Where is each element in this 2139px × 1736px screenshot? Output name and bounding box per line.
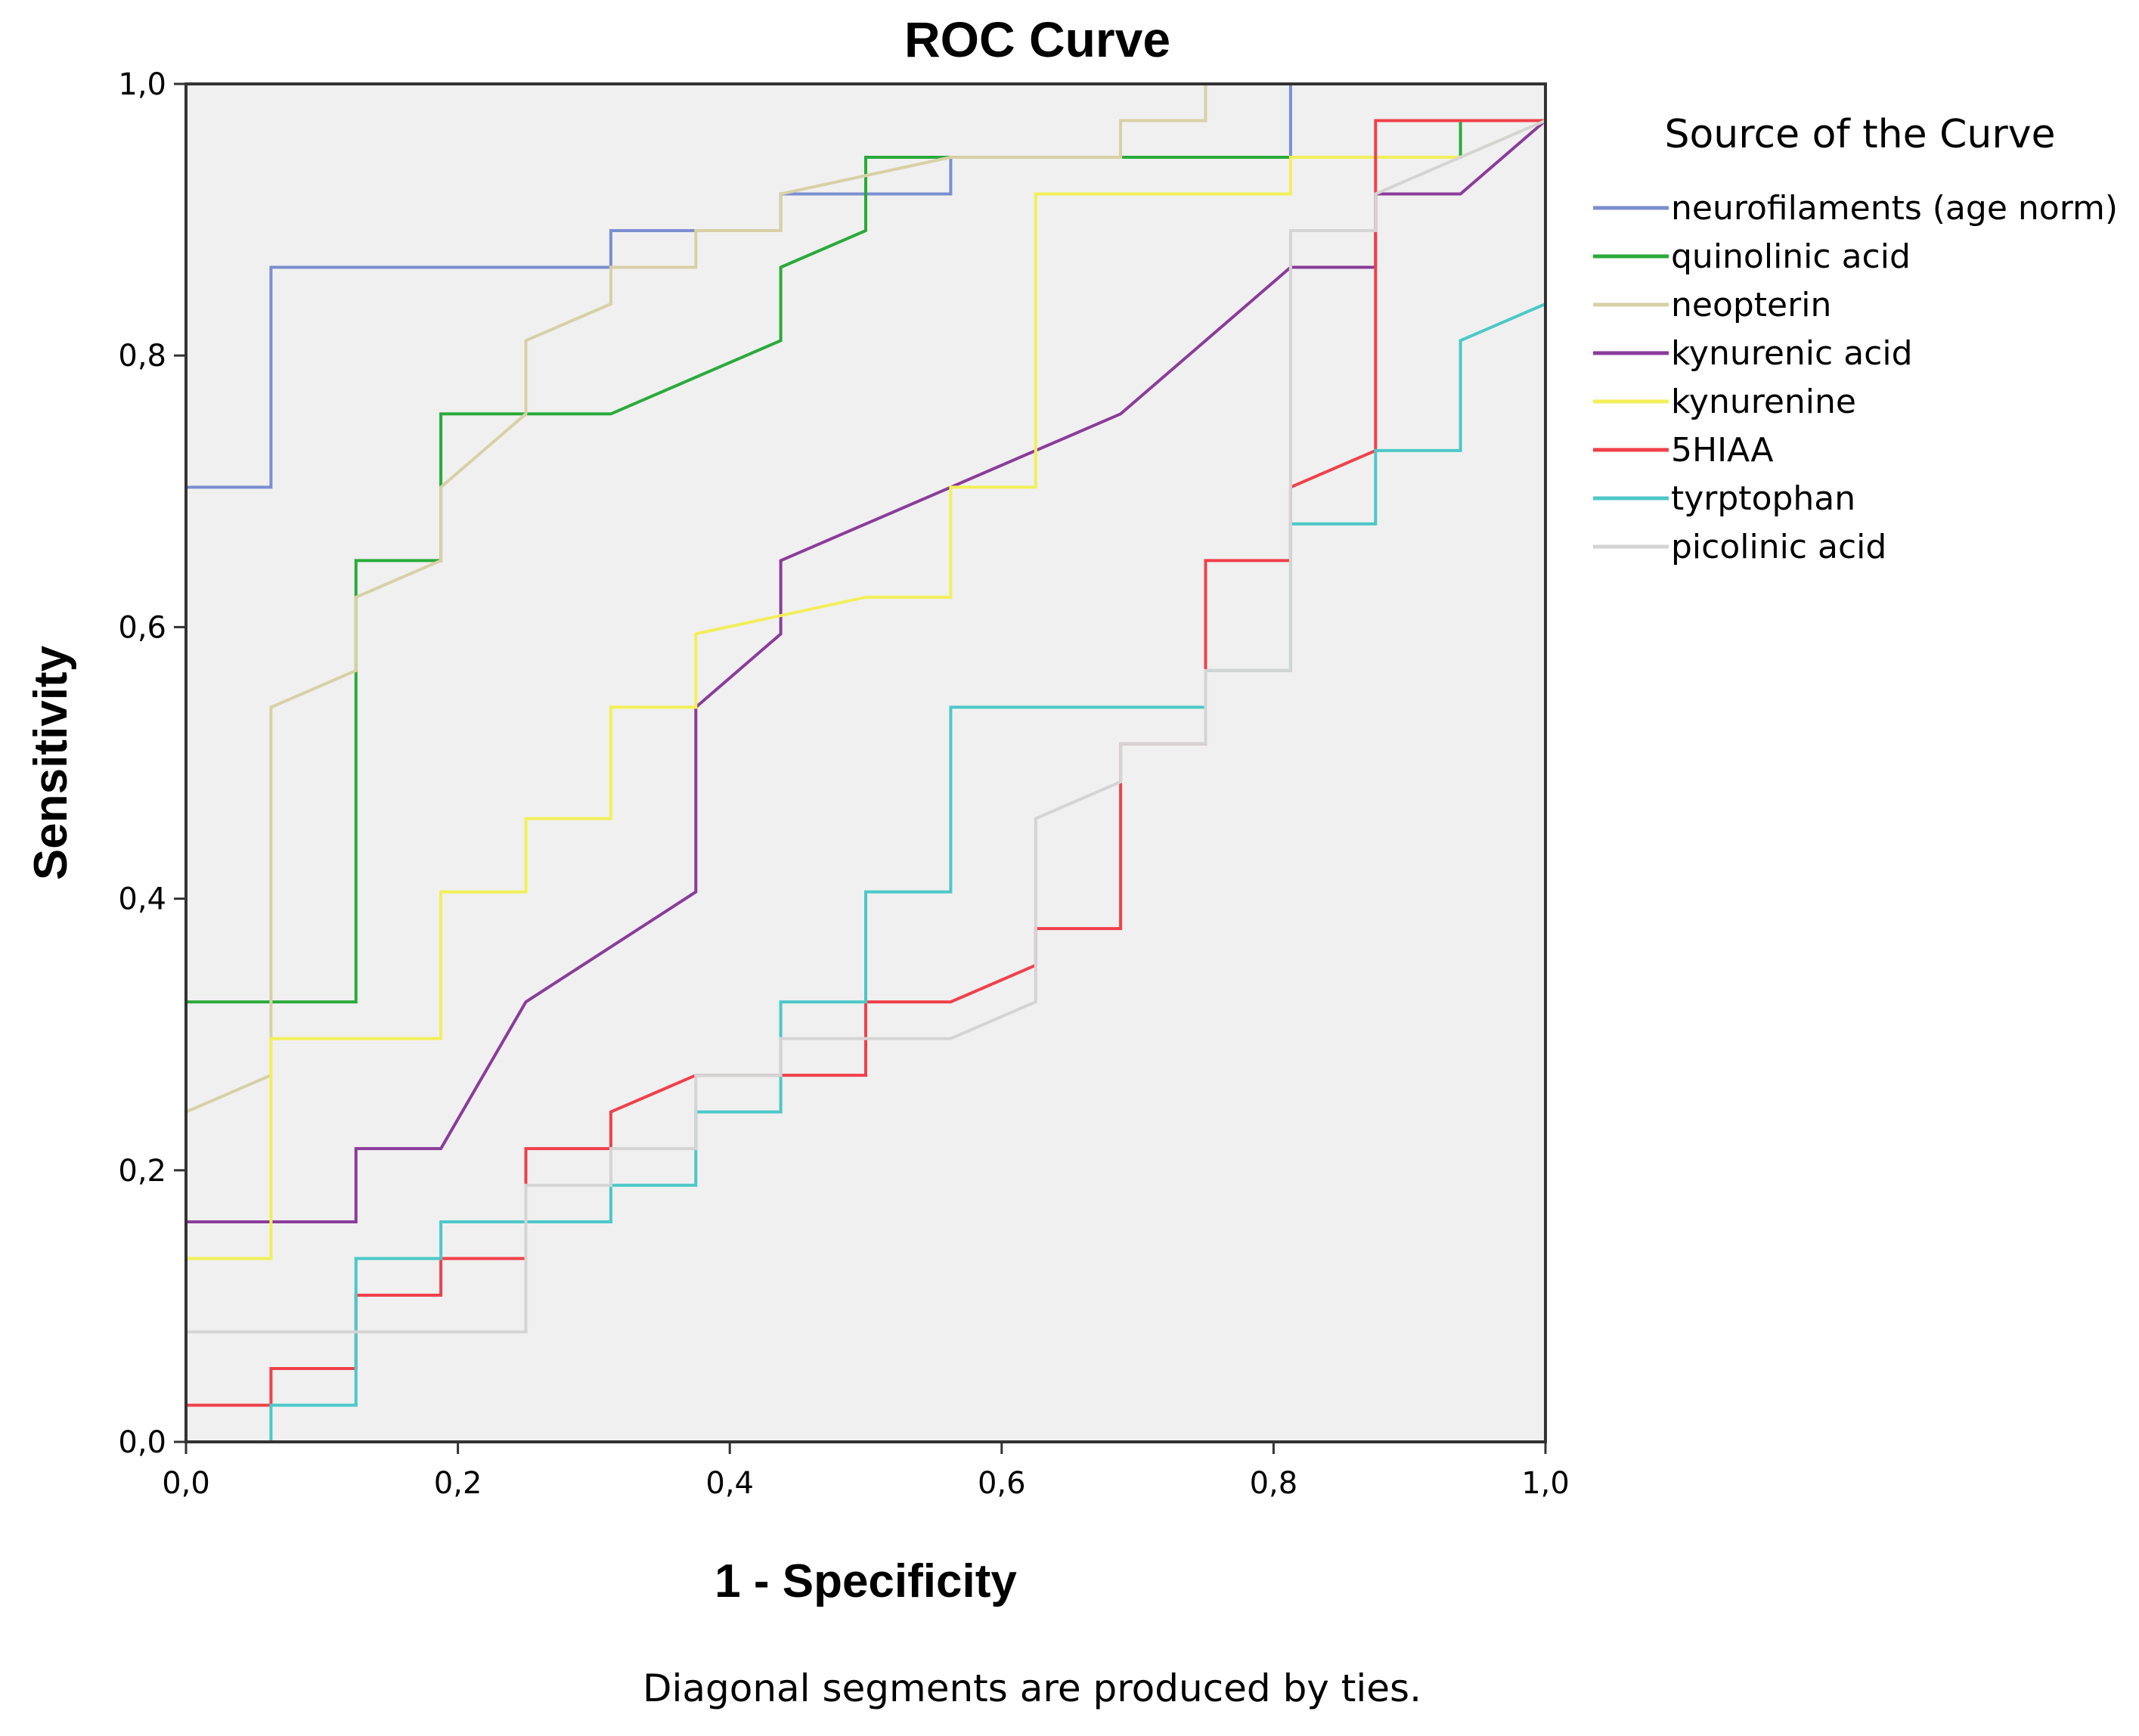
legend-label: neurofilaments (age norm)	[1671, 189, 2118, 228]
series-line-2	[184, 84, 1547, 1442]
legend-label: picolinic acid	[1671, 528, 1886, 566]
y-tick-label: 0,0	[118, 1425, 166, 1460]
y-tick-label: 0,6	[118, 610, 166, 645]
plot-area-frame	[184, 82, 1547, 1443]
legend-title: Source of the Curve	[1664, 112, 2055, 157]
y-tick-label: 0,8	[118, 339, 166, 374]
legend-label: neopterin	[1671, 286, 1831, 324]
x-tick-label: 0,6	[978, 1466, 1026, 1501]
legend-label: quinolinic acid	[1671, 237, 1911, 276]
legend: neurofilaments (age norm) quinolinic acid…	[1593, 189, 2118, 566]
footnote: Diagonal segments are produced by ties.	[643, 1666, 1421, 1710]
x-tick-label: 1,0	[1521, 1466, 1570, 1501]
series-line-4	[184, 84, 1547, 1442]
series-line-5	[184, 84, 1547, 1442]
legend-label: kynurenine	[1671, 383, 1856, 421]
x-axis-ticks: 0,0 0,2 0,4 0,6 0,8 1,0	[162, 1442, 1570, 1501]
chart-title: ROC Curve	[904, 11, 1170, 67]
y-tick-label: 0,4	[118, 882, 166, 917]
series-line-8	[184, 84, 1547, 1442]
legend-label: 5HIAA	[1671, 431, 1773, 470]
legend-label: kynurenic acid	[1671, 334, 1913, 373]
x-tick-label: 0,0	[162, 1466, 210, 1501]
series-line-7	[186, 84, 1547, 1443]
series-line-3	[184, 82, 1545, 1442]
y-axis-ticks: 0,0 0,2 0,4 0,6 0,8 1,0	[118, 67, 186, 1460]
y-tick-label: 0,2	[118, 1154, 166, 1189]
x-tick-label: 0,2	[434, 1466, 482, 1501]
y-axis-label: Sensitivity	[25, 645, 77, 880]
series-layer	[184, 82, 1547, 1443]
legend-label: tyrptophan	[1671, 479, 1855, 518]
x-tick-label: 0,8	[1250, 1466, 1298, 1501]
plot-area-background	[186, 84, 1545, 1442]
x-tick-label: 0,4	[705, 1466, 754, 1501]
y-tick-label: 1,0	[118, 67, 166, 102]
x-axis-label: 1 - Specificity	[715, 1555, 1017, 1607]
